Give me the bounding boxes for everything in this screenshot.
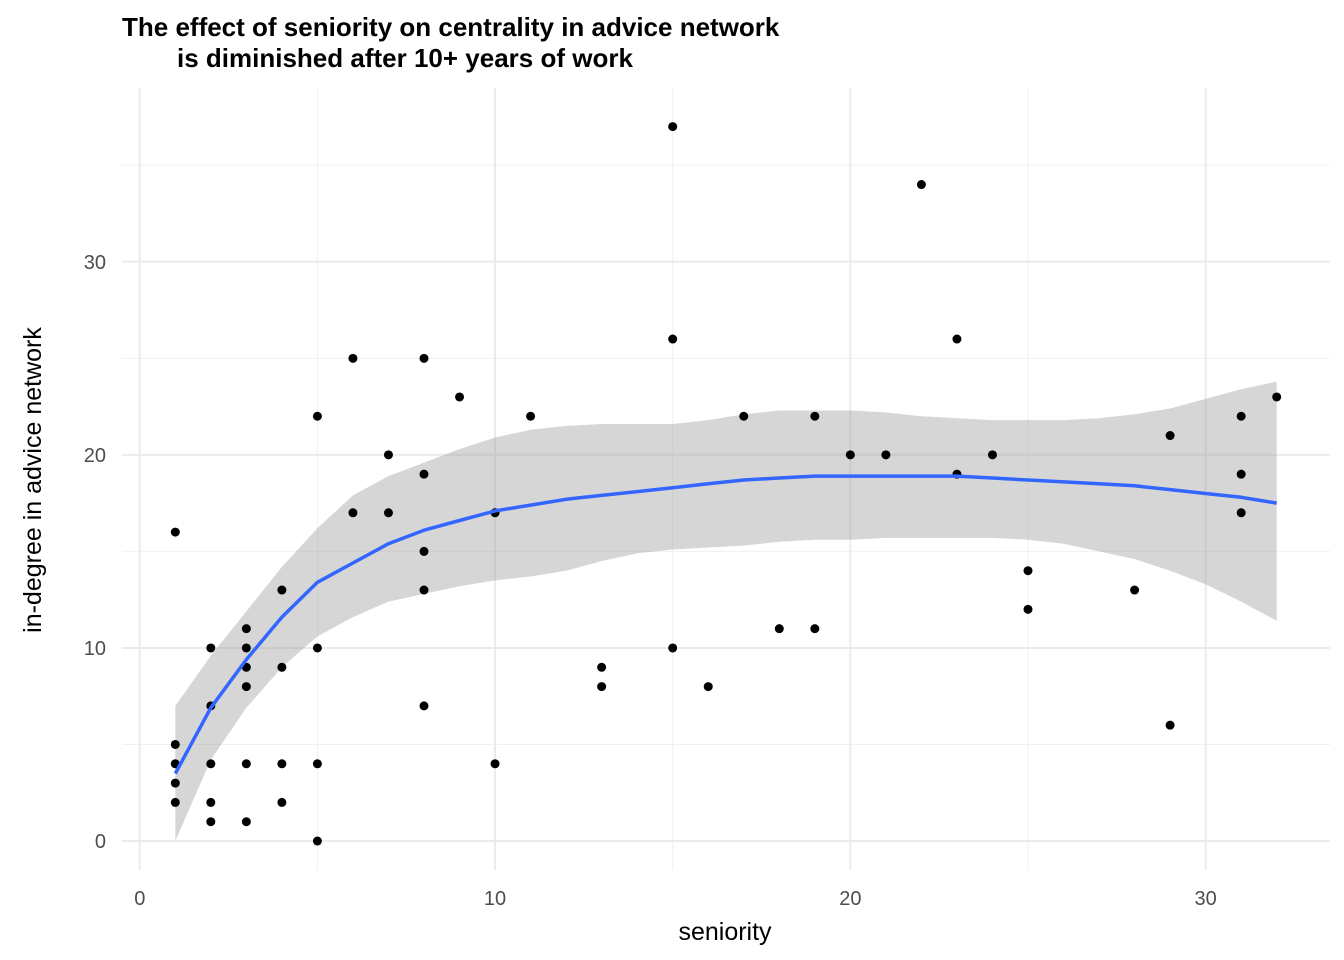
y-tick-label: 30 [84,252,106,274]
data-point [348,353,358,363]
y-tick-label: 20 [84,445,106,467]
data-point [810,411,820,421]
data-point [170,797,180,807]
data-point [668,643,678,653]
x-tick-label: 0 [134,888,145,910]
data-point [241,643,251,653]
y-axis-ticks: 0 10 20 30 [84,252,106,853]
data-point [810,624,820,634]
data-point [1236,469,1246,479]
data-point [1236,508,1246,518]
data-point [1165,431,1175,441]
data-point [490,759,500,769]
data-point [703,682,713,692]
data-point [241,682,251,692]
chart-title: The effect of seniority on centrality in… [122,12,779,74]
data-point [668,334,678,344]
data-point [419,546,429,556]
data-point [881,450,891,460]
data-point [206,817,216,827]
data-point [952,334,962,344]
confidence-band [175,381,1277,841]
data-point [916,180,926,190]
major-gridlines [122,88,1330,870]
y-tick-label: 0 [95,831,106,853]
data-point [277,759,287,769]
y-tick-label: 10 [84,638,106,660]
data-point [206,759,216,769]
data-point [312,836,322,846]
data-point [277,797,287,807]
data-point [383,508,393,518]
data-point [312,759,322,769]
data-point [1165,720,1175,730]
confidence-band-layer [175,381,1277,841]
x-tick-label: 30 [1195,888,1217,910]
data-point [241,759,251,769]
data-point [170,739,180,749]
data-point [774,624,784,634]
x-tick-label: 20 [839,888,861,910]
data-point [1236,411,1246,421]
y-axis-title: in-degree in advice network [19,327,47,633]
data-point [1023,566,1033,576]
data-point [597,662,607,672]
x-tick-label: 10 [484,888,506,910]
data-point [419,585,429,595]
data-point [241,624,251,634]
data-points-layer [170,122,1282,846]
data-point [241,817,251,827]
data-point [312,411,322,421]
data-point [170,778,180,788]
data-point [312,643,322,653]
data-point [348,508,358,518]
data-point [206,797,216,807]
chart-title-line-2: is diminished after 10+ years of work [177,43,633,73]
data-point [1130,585,1140,595]
x-axis-title: seniority [678,918,772,946]
data-point [206,643,216,653]
data-point [277,662,287,672]
smooth-line-layer [173,474,1277,775]
data-point [1272,392,1282,402]
data-point [419,469,429,479]
data-point [455,392,465,402]
data-point [526,411,536,421]
data-point [739,411,749,421]
chart-title-line-1: The effect of seniority on centrality in… [122,12,780,42]
data-point [1023,604,1033,614]
data-point [987,450,997,460]
x-axis-ticks: 0 10 20 30 [134,888,1217,910]
smooth-line [173,474,1277,775]
data-point [170,527,180,537]
data-point [668,122,678,132]
data-point [277,585,287,595]
data-point [597,682,607,692]
data-point [419,353,429,363]
data-point [845,450,855,460]
data-point [383,450,393,460]
data-point [419,701,429,711]
